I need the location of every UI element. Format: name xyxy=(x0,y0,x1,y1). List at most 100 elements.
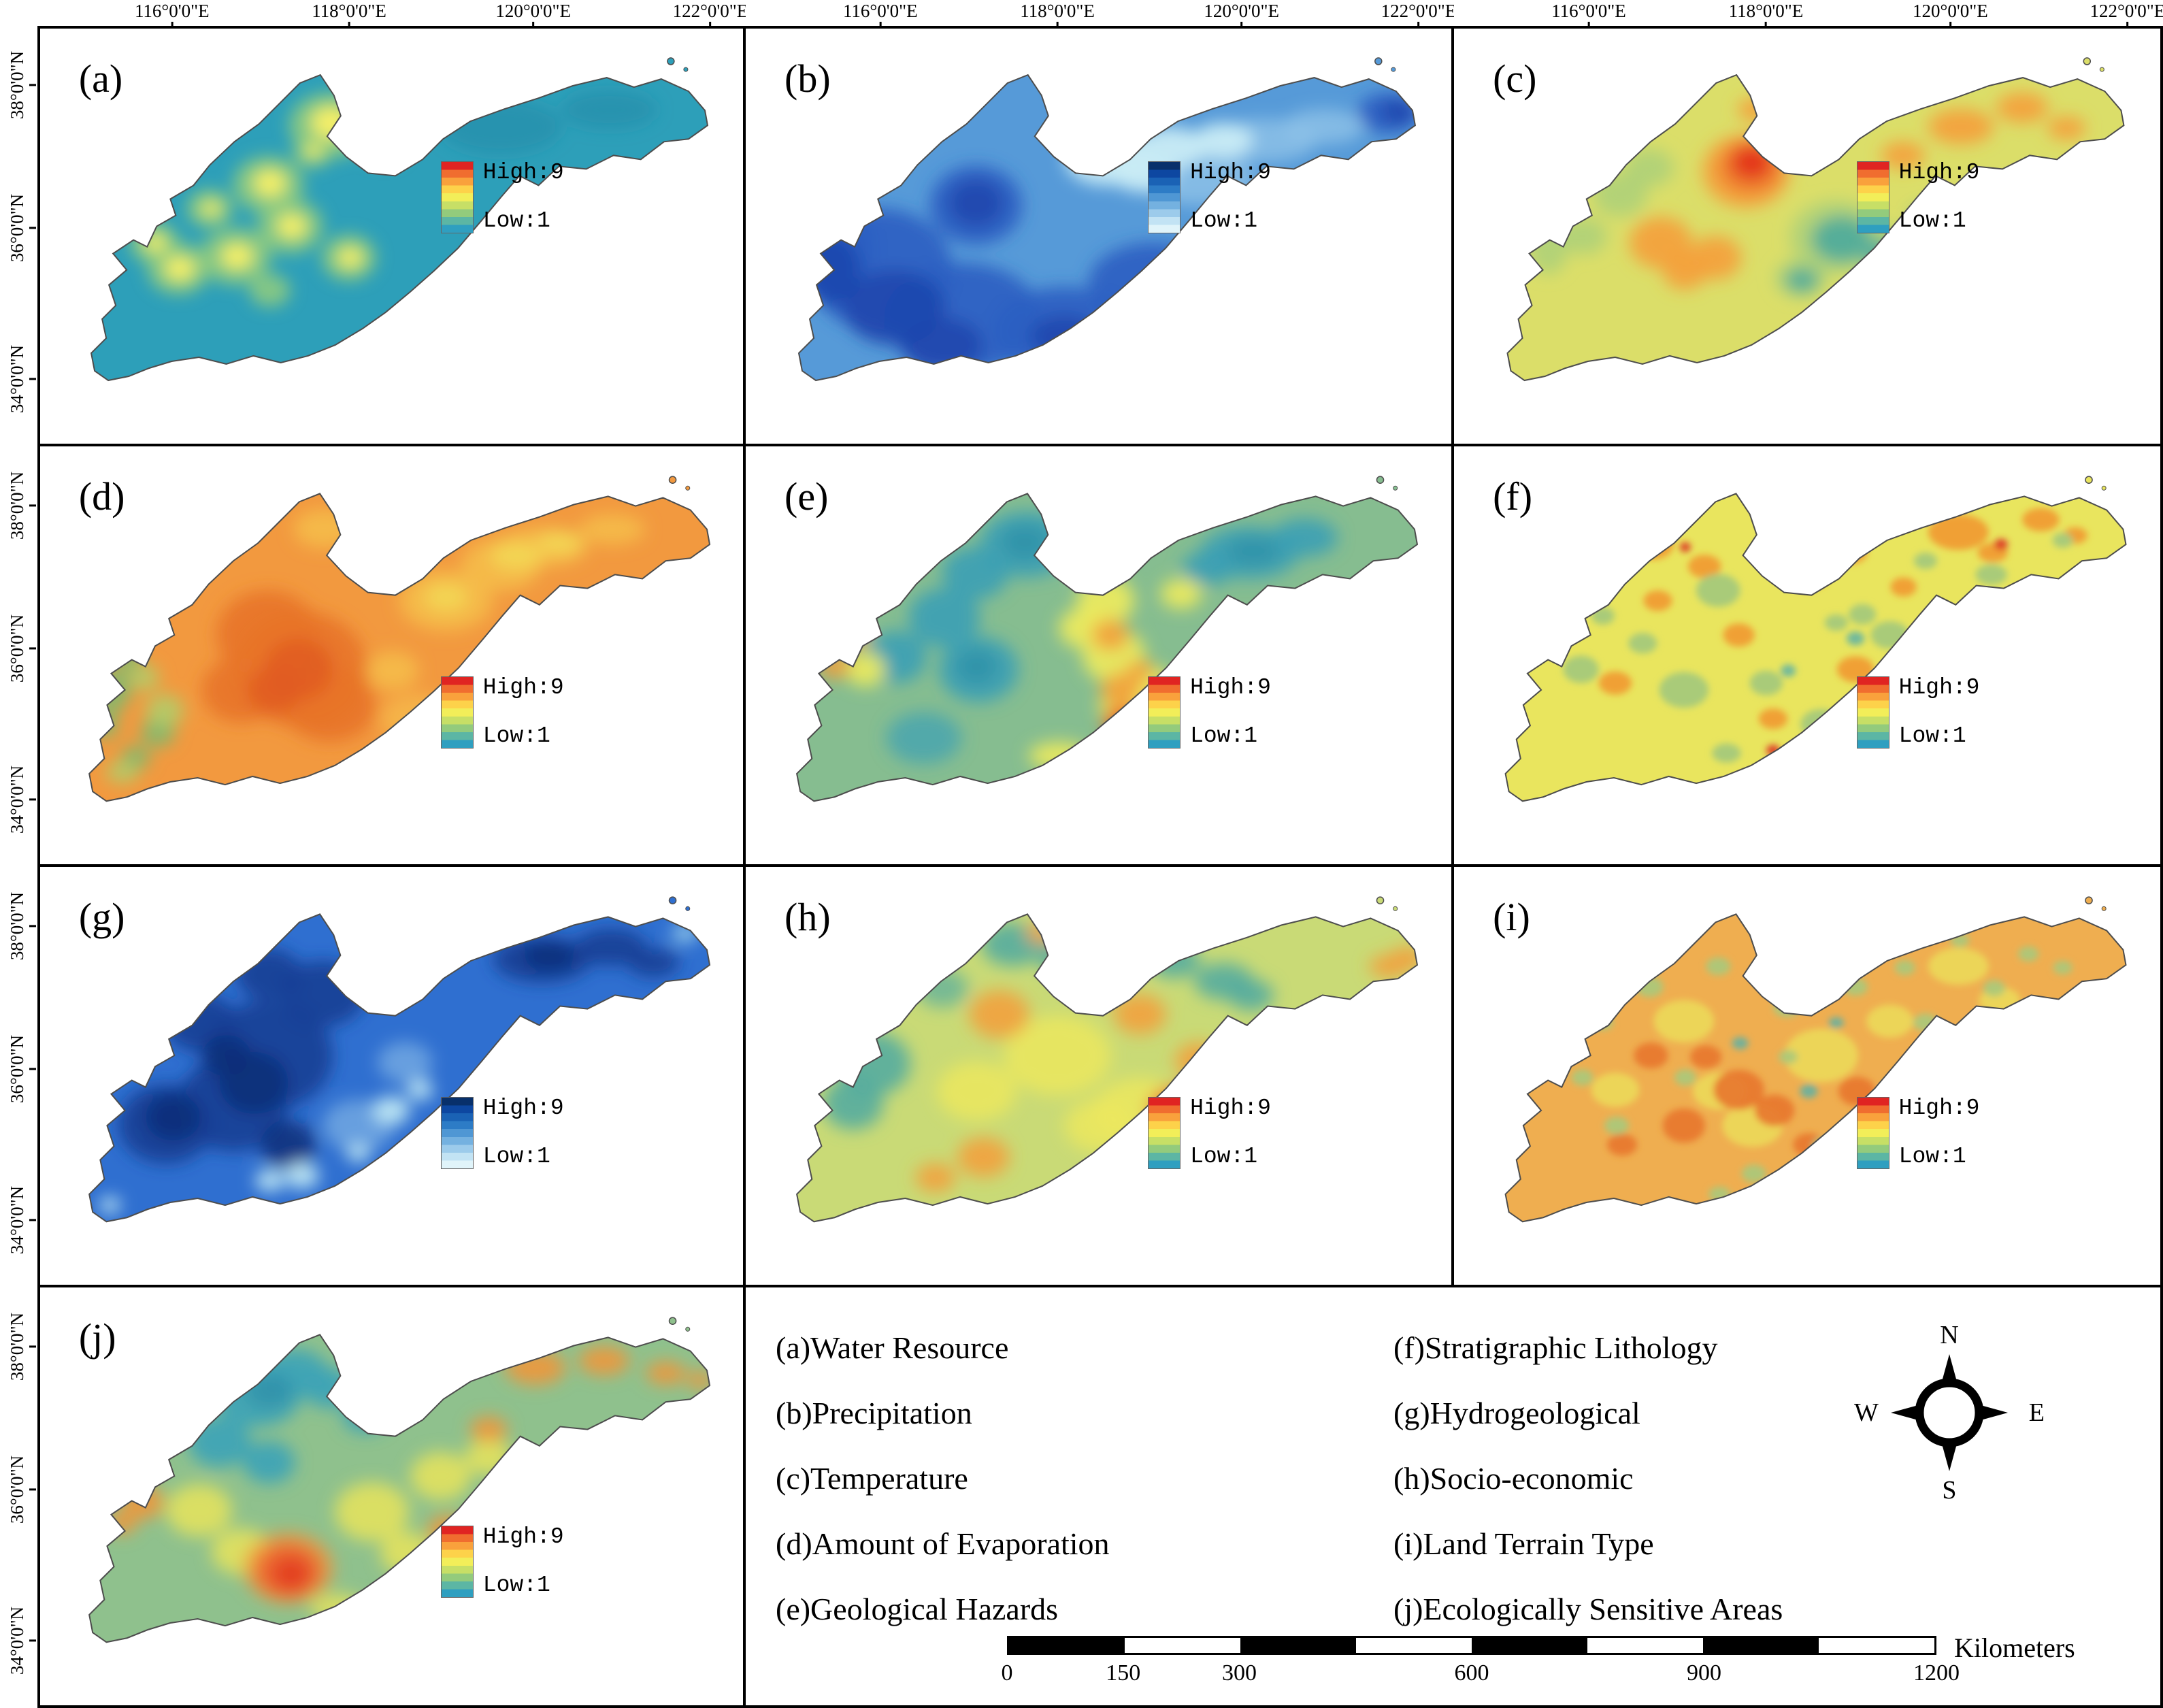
caption-item: (i)Land Terrain Type xyxy=(1393,1526,1654,1561)
legend-low-label: Low:1 xyxy=(482,1572,550,1598)
lat-tick: 36°0'0"N xyxy=(7,194,28,262)
caption-item: (c)Temperature xyxy=(776,1461,968,1496)
lon-tick-label: 122°0'0"E xyxy=(2090,1,2163,22)
caption-panel: (a)Water Resource (b)Precipitation (c)Te… xyxy=(746,1287,2163,1708)
caption-item: (b)Precipitation xyxy=(776,1396,972,1430)
legend-high-label: High:9 xyxy=(1190,674,1271,700)
scale-tick-label: 600 xyxy=(1454,1660,1489,1686)
caption-item: (a)Water Resource xyxy=(776,1330,1009,1365)
scale-bar: 0 150 300 600 900 1200 Kilometers xyxy=(1002,1632,2075,1686)
map-panel-j: (j) High:9 Low:1 xyxy=(37,1287,746,1708)
caption-item: (e)Geological Hazards xyxy=(776,1592,1059,1626)
lon-tick-label: 120°0'0"E xyxy=(495,1,572,21)
legend-low-label: Low:1 xyxy=(482,723,550,749)
lon-tick-label: 122°0'0"E xyxy=(672,1,748,21)
map-legend: High:9 Low:1 xyxy=(1148,674,1271,749)
map-g-svg xyxy=(88,896,711,1222)
lat-tick-label: 34°0'0"N xyxy=(7,766,27,834)
map-i-svg xyxy=(1504,896,2127,1222)
scale-tick-label: 900 xyxy=(1687,1660,1721,1686)
lat-tick: 36°0'0"N xyxy=(7,1035,28,1103)
map-panel-h: (h) High:9 Low:1 xyxy=(746,867,1454,1287)
color-ramp xyxy=(1148,1096,1181,1169)
scale-bar-segment xyxy=(1240,1638,1356,1653)
lon-tick-label: 118°0'0"E xyxy=(312,1,386,21)
lon-tick-label: 122°0'0"E xyxy=(1381,1,1457,21)
lat-tick-label: 38°0'0"N xyxy=(7,50,27,119)
map-legend: High:9 Low:1 xyxy=(440,676,564,749)
panel-letter: (e) xyxy=(785,474,829,519)
color-ramp xyxy=(1856,161,1889,234)
scale-bar-segment xyxy=(1703,1638,1819,1653)
lat-tick-label: 36°0'0"N xyxy=(7,193,27,262)
lat-tick: 38°0'0"N xyxy=(7,891,28,959)
scale-tick-label: 0 xyxy=(1001,1660,1013,1686)
legend-high-label: High:9 xyxy=(1898,160,1980,186)
caption-item: (d)Amount of Evaporation xyxy=(776,1526,1110,1561)
color-ramp xyxy=(1856,676,1889,749)
map-legend: High:9 Low:1 xyxy=(1856,674,1980,749)
lon-tick-label: 116°0'0"E xyxy=(134,1,210,21)
map-legend: High:9 Low:1 xyxy=(1856,160,1980,234)
lat-tick-label: 36°0'0"N xyxy=(7,1034,27,1103)
lon-tick-label: 116°0'0"E xyxy=(1551,1,1626,21)
compass-south-label: S xyxy=(1942,1476,1957,1505)
map-panel-d: (d) High:9 Low:1 xyxy=(37,446,746,867)
lat-tick: 36°0'0"N xyxy=(7,614,28,683)
lat-axis-row-1: 38°0'0"N 36°0'0"N 34°0'0"N xyxy=(0,26,37,446)
legend-high-label: High:9 xyxy=(482,1095,564,1121)
compass-west-label: W xyxy=(1854,1398,1879,1427)
legend-low-label: Low:1 xyxy=(482,1143,550,1169)
compass-north-label: N xyxy=(1940,1321,1959,1349)
map-panel-b: (b) High:9 Low:1 xyxy=(746,26,1454,446)
map-c-svg xyxy=(1506,57,2124,382)
color-ramp xyxy=(1148,161,1181,234)
lat-tick: 34°0'0"N xyxy=(7,1186,28,1254)
panel-letter: (c) xyxy=(1493,56,1537,101)
caption-column-left: (a)Water Resource (b)Precipitation (c)Te… xyxy=(776,1330,1110,1656)
lon-tick-label: 118°0'0"E xyxy=(1020,1,1095,21)
scale-tick-label: 150 xyxy=(1106,1660,1141,1686)
panel-letter: (f) xyxy=(1493,474,1533,519)
lat-tick: 34°0'0"N xyxy=(7,345,28,413)
compass-east-label: E xyxy=(2028,1398,2045,1427)
lat-tick: 38°0'0"N xyxy=(7,471,28,539)
compass-rose: N E S W xyxy=(1854,1321,2045,1505)
panel-letter: (b) xyxy=(785,56,831,101)
lat-tick: 34°0'0"N xyxy=(7,1607,28,1675)
map-panel-e: (e) High:9 Low:1 xyxy=(746,446,1454,867)
map-legend: High:9 Low:1 xyxy=(440,1524,564,1598)
lat-tick-label: 38°0'0"N xyxy=(7,891,27,960)
legend-low-label: Low:1 xyxy=(1898,208,1966,234)
legend-high-label: High:9 xyxy=(1898,674,1980,700)
lon-tick-label: 118°0'0"E xyxy=(1728,1,1804,21)
lon-axis-col-2: 116°0'0"E 118°0'0"E 120°0'0"E 122°0'0"E xyxy=(746,0,1457,26)
scale-bar-labels: 0 150 300 600 900 1200 xyxy=(1002,1655,1960,1686)
lat-tick-label: 34°0'0"N xyxy=(7,1607,27,1675)
lon-tick-label: 116°0'0"E xyxy=(842,1,918,21)
legend-low-label: Low:1 xyxy=(482,208,550,234)
scale-tick-label: 300 xyxy=(1222,1660,1257,1686)
map-legend: High:9 Low:1 xyxy=(1148,1096,1271,1169)
lon-axis-col-1: 116°0'0"E 118°0'0"E 120°0'0"E 122°0'0"E xyxy=(37,0,748,26)
scale-tick-label: 1200 xyxy=(1913,1660,1960,1686)
legend-low-label: Low:1 xyxy=(1190,723,1258,749)
scale-bar-segment xyxy=(1587,1638,1703,1653)
map-legend: High:9 Low:1 xyxy=(1148,161,1271,234)
lat-axis-row-4: 38°0'0"N 36°0'0"N 34°0'0"N xyxy=(0,1287,37,1708)
lat-tick-label: 38°0'0"N xyxy=(7,471,27,540)
lat-axis-row-2: 38°0'0"N 36°0'0"N 34°0'0"N xyxy=(0,446,37,867)
axis-corner xyxy=(0,0,37,26)
map-panel-f: (f) High:9 Low:1 xyxy=(1454,446,2163,867)
map-e-svg xyxy=(795,475,1418,802)
legend-high-label: High:9 xyxy=(482,160,564,186)
lon-tick-label: 120°0'0"E xyxy=(1913,1,1988,21)
caption-item: (h)Socio-economic xyxy=(1393,1461,1634,1496)
map-d-svg xyxy=(88,475,711,802)
legend-high-label: High:9 xyxy=(482,1524,564,1549)
panel-letter: (j) xyxy=(78,1315,116,1360)
color-ramp xyxy=(440,676,474,749)
map-legend: High:9 Low:1 xyxy=(1856,1096,1979,1169)
lat-tick: 34°0'0"N xyxy=(7,766,28,834)
map-panel-a: (a) High:9 Low:1 xyxy=(37,26,746,446)
